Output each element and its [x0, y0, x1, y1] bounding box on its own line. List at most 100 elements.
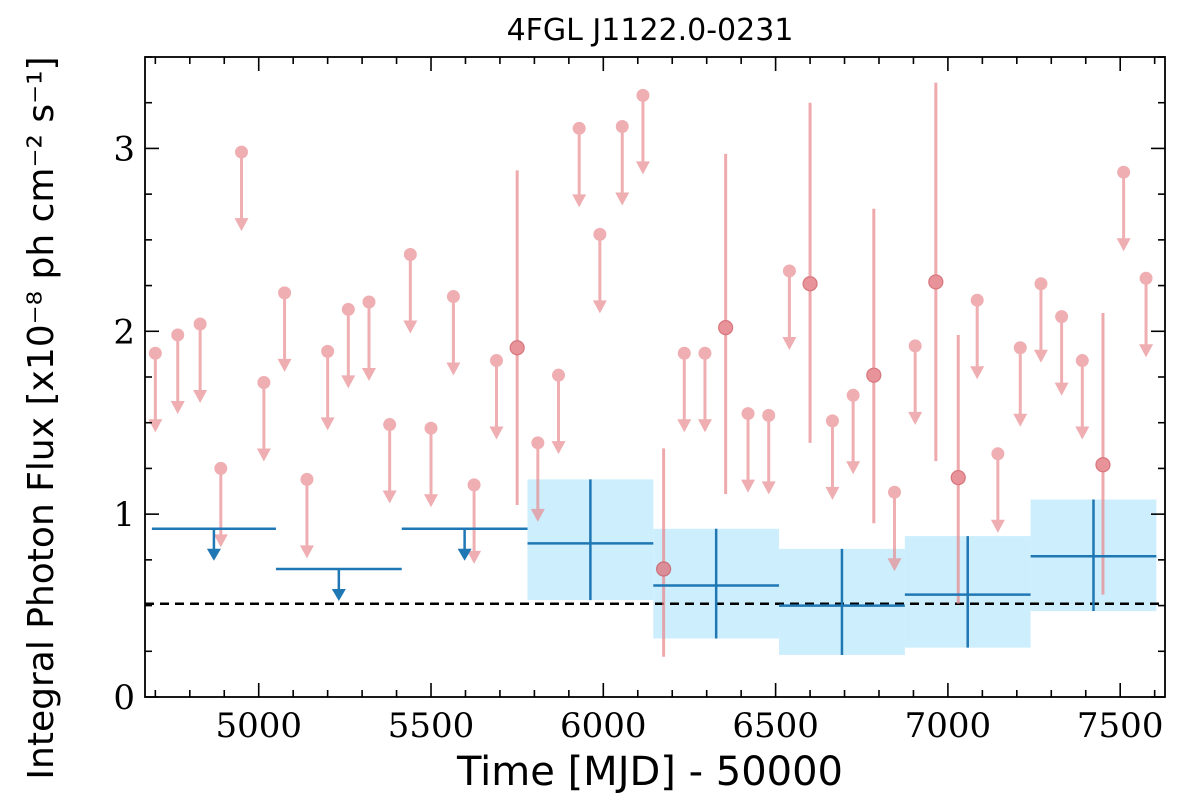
short-bin-upper-limit [277, 286, 292, 372]
detection-point [509, 340, 525, 356]
short-bin-upper-limit [341, 302, 356, 389]
upper-limit-point [1139, 271, 1153, 285]
x-tick-label: 7000 [905, 706, 992, 746]
short-bin-upper-limit [677, 346, 692, 433]
upper-limit-arrowhead [331, 589, 346, 601]
upper-limit-arrowhead [970, 366, 985, 380]
upper-limit-arrowhead [1033, 349, 1048, 363]
upper-limit-point [362, 295, 376, 309]
short-bin-upper-limit [213, 461, 228, 548]
upper-limit-point [171, 328, 185, 342]
upper-limit-arrowhead [213, 534, 228, 548]
upper-limit-point [148, 346, 162, 360]
upper-limit-point [1117, 165, 1131, 179]
upper-limit-point [1013, 341, 1027, 355]
upper-limit-point [762, 408, 776, 422]
upper-limit-arrowhead [615, 192, 630, 206]
upper-limit-arrowhead [697, 419, 712, 433]
upper-limit-point [1034, 277, 1048, 291]
short-bin-upper-limit [467, 478, 482, 564]
detection-point [866, 367, 882, 383]
upper-limit-arrowhead [990, 519, 1005, 533]
upper-limit-point [677, 346, 691, 360]
upper-limit-arrowhead [908, 411, 923, 425]
x-tick-label: 5000 [215, 706, 302, 746]
upper-limit-arrowhead [1013, 413, 1028, 427]
short-bin-upper-limit [697, 346, 712, 433]
upper-limit-point [214, 461, 228, 475]
detection-point [928, 274, 944, 290]
upper-limit-arrowhead [256, 448, 271, 462]
short-bin-detection [866, 208, 882, 524]
upper-limit-point [403, 247, 417, 261]
short-bin-upper-limit [299, 472, 314, 559]
short-bin-upper-limit [846, 388, 861, 475]
upper-limit-arrowhead [446, 362, 461, 376]
upper-limit-point [636, 88, 650, 102]
upper-limit-point [234, 145, 248, 159]
upper-limit-arrowhead [887, 558, 902, 572]
upper-limit-arrowhead [234, 218, 249, 232]
upper-limit-arrowhead [299, 545, 314, 559]
short-bin-upper-limit [320, 344, 335, 431]
short-bin-upper-limit [990, 447, 1005, 533]
upper-limit-arrowhead [403, 320, 418, 334]
long-bin-upper-limit [401, 527, 528, 561]
detection-point [950, 469, 966, 486]
short-bin-upper-limit [741, 407, 756, 493]
upper-limit-point [446, 290, 460, 304]
x-tick-label: 5500 [388, 706, 475, 746]
upper-limit-point [489, 354, 503, 368]
upper-limit-point [887, 485, 901, 499]
long-bin-detection [527, 479, 654, 601]
y-axis-label: Integral Photon Flux [x10⁻⁸ ph cm⁻² s⁻¹] [21, 56, 62, 779]
upper-limit-arrowhead [1139, 344, 1154, 358]
upper-limit-point [1075, 354, 1089, 368]
upper-limit-arrowhead [277, 358, 292, 372]
upper-limit-point [908, 339, 922, 353]
upper-limit-point [300, 472, 314, 486]
short-bin-upper-limit [1075, 354, 1090, 440]
plot-area: 5000 5500 6000 6500 7000 7500 0 1 2 3 [113, 56, 1166, 746]
detection-point [1095, 457, 1111, 473]
upper-limit-arrowhead [1116, 238, 1131, 252]
long-bin-upper-limit [151, 527, 276, 561]
short-bin-upper-limit [908, 339, 923, 425]
short-bin-upper-limit [234, 145, 249, 232]
short-bin-upper-limit [489, 354, 504, 440]
upper-limit-point [383, 418, 397, 432]
upper-limit-arrowhead [320, 417, 335, 431]
short-bin-upper-limit [572, 121, 587, 208]
short-bin-upper-limit [1054, 310, 1069, 396]
upper-limit-point [467, 478, 481, 492]
short-bin-upper-limit [382, 418, 397, 504]
upper-limit-point [846, 388, 860, 402]
upper-limit-arrowhead [761, 481, 776, 495]
upper-limit-point [341, 302, 355, 316]
short-bin-upper-limit [615, 119, 630, 206]
upper-limit-point [193, 317, 207, 331]
short-bin-upper-limit [1033, 277, 1048, 363]
upper-limit-point [321, 344, 335, 358]
y-tick-label: 2 [113, 312, 135, 352]
upper-limit-point [970, 293, 984, 307]
upper-limit-point [593, 227, 607, 241]
upper-limit-arrowhead [677, 419, 692, 433]
upper-limit-arrowhead [1075, 426, 1090, 440]
short-bin-detection [656, 448, 672, 657]
short-bin-upper-limit [530, 436, 545, 522]
y-tick-label: 3 [113, 129, 135, 169]
upper-limit-arrowhead [457, 548, 472, 561]
short-bin-upper-limit [170, 328, 185, 414]
upper-limit-point [825, 414, 839, 428]
x-tick-label: 7500 [1077, 706, 1164, 746]
upper-limit-point [424, 421, 438, 435]
detection-point [718, 320, 734, 336]
upper-limit-arrowhead [825, 486, 840, 500]
upper-limit-arrowhead [148, 419, 163, 433]
upper-limit-arrowhead [193, 389, 208, 403]
upper-limit-arrowhead [206, 548, 221, 561]
detection-point [802, 276, 818, 292]
short-bin-upper-limit [782, 264, 797, 350]
